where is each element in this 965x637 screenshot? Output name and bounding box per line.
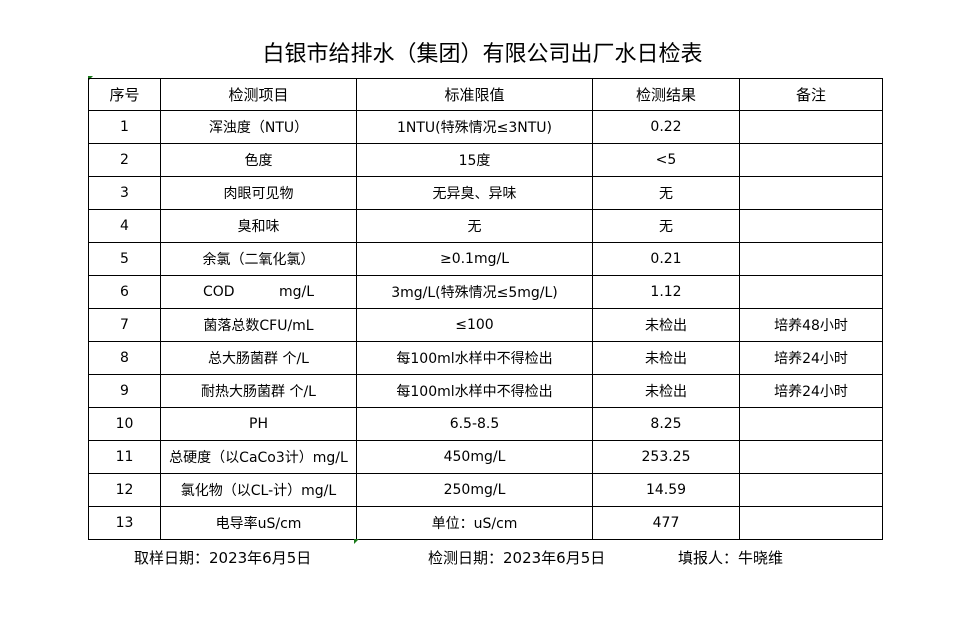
table-row: 1 浑浊度（NTU） 1NTU(特殊情况≤3NTU) 0.22 — [88, 110, 883, 144]
table-cell: 余氯（二氧化氯） — [160, 242, 357, 276]
column-header: 标准限值 — [356, 78, 593, 111]
table-cell — [739, 275, 883, 309]
table-cell: 每100ml水样中不得检出 — [356, 374, 593, 408]
table-cell: 14.59 — [592, 473, 740, 507]
table-cell: 未检出 — [592, 341, 740, 375]
table-row: 8 总大肠菌群 个/L 每100ml水样中不得检出 未检出 培养24小时 — [88, 341, 883, 375]
table-cell: 肉眼可见物 — [160, 176, 357, 210]
table-cell: 单位：uS/cm — [356, 506, 593, 540]
column-header: 检测结果 — [592, 78, 740, 111]
table-cell — [739, 242, 883, 276]
table-cell: 培养48小时 — [739, 308, 883, 342]
table-row: 7 菌落总数CFU/mL ≤100 未检出 培养48小时 — [88, 308, 883, 342]
table-cell: 3mg/L(特殊情况≤5mg/L) — [356, 275, 593, 309]
table-cell — [739, 440, 883, 474]
table-cell: 1.12 — [592, 275, 740, 309]
table-cell — [739, 110, 883, 144]
column-header: 检测项目 — [160, 78, 357, 111]
table-cell: 7 — [88, 308, 161, 342]
table-cell: 臭和味 — [160, 209, 357, 243]
table-cell: 电导率uS/cm — [160, 506, 357, 540]
table-cell — [739, 143, 883, 177]
column-header: 序号 — [88, 78, 161, 111]
table-cell: 0.21 — [592, 242, 740, 276]
table-cell: 8 — [88, 341, 161, 375]
table-cell: 6.5-8.5 — [356, 407, 593, 441]
table-cell: 11 — [88, 440, 161, 474]
table-cell: 2 — [88, 143, 161, 177]
reporter: 填报人：牛晓维 — [678, 549, 784, 567]
table-cell: 培养24小时 — [739, 341, 883, 375]
table-cell: 1 — [88, 110, 161, 144]
table-row: 6 COD mg/L 3mg/L(特殊情况≤5mg/L) 1.12 — [88, 275, 883, 309]
table-cell: PH — [160, 407, 357, 441]
header-row: 序号 检测项目 标准限值 检测结果 备注 — [88, 78, 883, 111]
table-row: 9 耐热大肠菌群 个/L 每100ml水样中不得检出 未检出 培养24小时 — [88, 374, 883, 408]
table-row: 2 色度 15度 <5 — [88, 143, 883, 177]
table-cell: 未检出 — [592, 308, 740, 342]
table-row: 4 臭和味无无 — [88, 209, 883, 243]
table-cell: 浑浊度（NTU） — [160, 110, 357, 144]
table-cell: 色度 — [160, 143, 357, 177]
table-cell: 未检出 — [592, 374, 740, 408]
table-cell — [739, 506, 883, 540]
table-cell — [739, 407, 883, 441]
table-cell: 8.25 — [592, 407, 740, 441]
table-cell: 无 — [592, 176, 740, 210]
table-cell: COD mg/L — [160, 275, 357, 309]
table-cell: 氯化物（以CL-计）mg/L — [160, 473, 357, 507]
table-row: 10 PH 6.5-8.5 8.25 — [88, 407, 883, 441]
column-header: 备注 — [739, 78, 883, 111]
table-cell: 15度 — [356, 143, 593, 177]
table-cell: 10 — [88, 407, 161, 441]
table-cell — [739, 176, 883, 210]
table-row: 5 余氯（二氧化氯） ≥0.1mg/L 0.21 — [88, 242, 883, 276]
table-row: 11 总硬度（以CaCo3计）mg/L 450mg/L 253.25 — [88, 440, 883, 474]
table-cell: 450mg/L — [356, 440, 593, 474]
table-cell: 4 — [88, 209, 161, 243]
table-cell: 12 — [88, 473, 161, 507]
table-cell: 1NTU(特殊情况≤3NTU) — [356, 110, 593, 144]
table-cell: 无 — [356, 209, 593, 243]
table-cell: 253.25 — [592, 440, 740, 474]
table-cell: 总大肠菌群 个/L — [160, 341, 357, 375]
table-cell: 9 — [88, 374, 161, 408]
table-cell: 0.22 — [592, 110, 740, 144]
sampling-date: 取样日期：2023年6月5日 — [134, 549, 312, 567]
table-cell: 每100ml水样中不得检出 — [356, 341, 593, 375]
table-row: 12 氯化物（以CL-计）mg/L 250mg/L 14.59 — [88, 473, 883, 507]
page-title: 白银市给排水（集团）有限公司出厂水日检表 — [262, 42, 703, 67]
table-cell: 培养24小时 — [739, 374, 883, 408]
table-cell: <5 — [592, 143, 740, 177]
table-cell: 250mg/L — [356, 473, 593, 507]
cell-marker — [354, 539, 359, 544]
table-cell: ≥0.1mg/L — [356, 242, 593, 276]
table-row: 3 肉眼可见物 无异臭、异味无 — [88, 176, 883, 210]
table-cell: 无 — [592, 209, 740, 243]
table-cell: 菌落总数CFU/mL — [160, 308, 357, 342]
inspection-table: 序号 检测项目 标准限值 检测结果 备注 1 浑浊度（NTU） 1NTU(特殊情况≤3NTU… — [88, 78, 883, 540]
table-cell: 5 — [88, 242, 161, 276]
table-cell: 总硬度（以CaCo3计）mg/L — [160, 440, 357, 474]
table-cell: 无异臭、异味 — [356, 176, 593, 210]
table-cell: ≤100 — [356, 308, 593, 342]
table-cell — [739, 473, 883, 507]
table-cell: 13 — [88, 506, 161, 540]
table-cell: 3 — [88, 176, 161, 210]
test-date: 检测日期：2023年6月5日 — [428, 549, 606, 567]
table-cell: 6 — [88, 275, 161, 309]
table-cell: 477 — [592, 506, 740, 540]
table-row: 13 电导率uS/cm 单位：uS/cm 477 — [88, 506, 883, 540]
table-cell — [739, 209, 883, 243]
table-cell: 耐热大肠菌群 个/L — [160, 374, 357, 408]
